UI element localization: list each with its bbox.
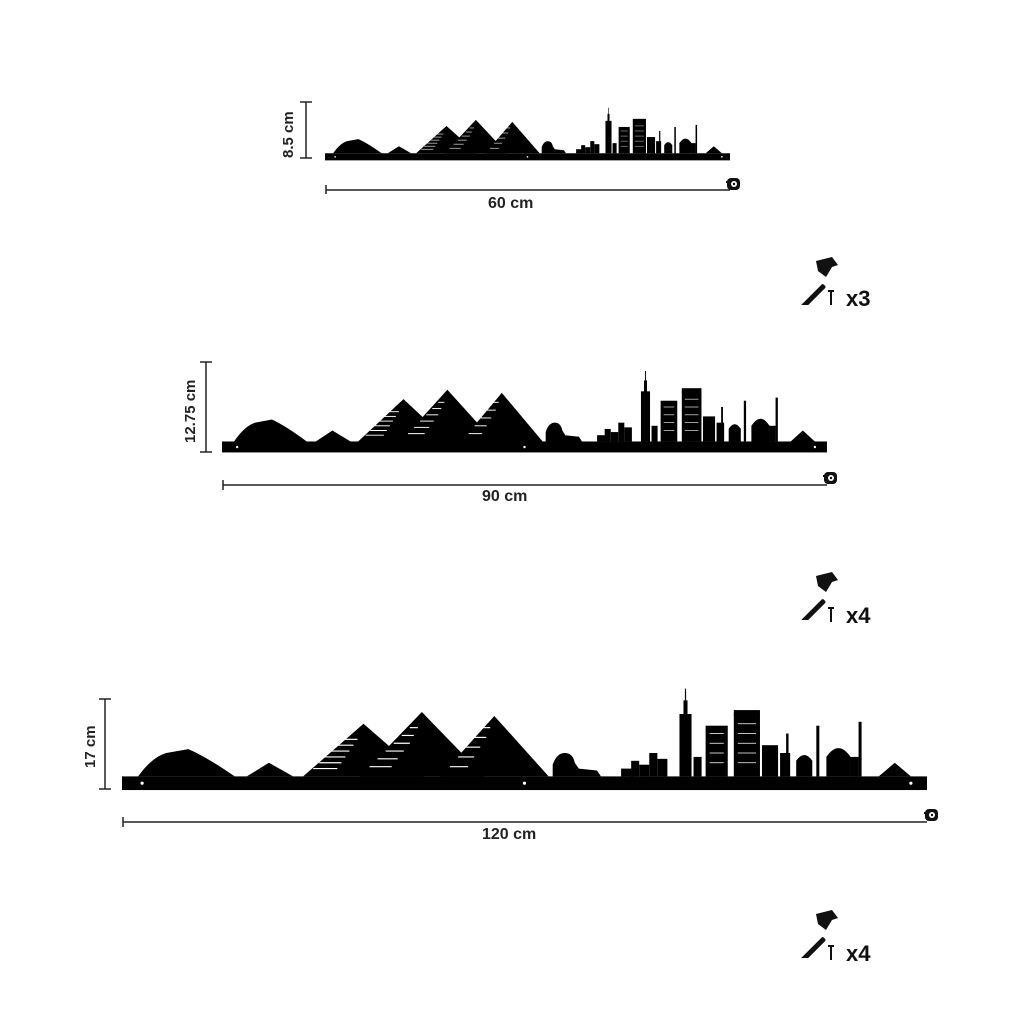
width-label: 60 cm (488, 195, 534, 212)
nail-icon (828, 945, 834, 960)
nail-count: x4 (846, 941, 871, 966)
width-dimension-line (325, 185, 730, 194)
skyline-silhouette (324, 107, 731, 161)
tape-measure-icon (823, 472, 837, 484)
width-dimension-line (122, 817, 927, 827)
width-dimension-line (222, 480, 827, 490)
skyline-silhouette (221, 370, 828, 454)
nail-icon (828, 290, 834, 305)
height-label: 17 cm (82, 725, 99, 768)
height-label: 8.5 cm (280, 111, 297, 158)
width-label: 90 cm (482, 488, 528, 505)
height-dimension-line (200, 361, 212, 453)
nail-count: x4 (846, 603, 871, 628)
tape-measure-icon (726, 178, 740, 190)
height-dimension-line (99, 698, 111, 790)
nail-count: x3 (846, 286, 871, 311)
skyline-silhouette (120, 687, 929, 792)
nail-icon (828, 607, 834, 622)
tape-measure-icon (924, 809, 938, 821)
height-label: 12.75 cm (182, 379, 199, 443)
height-dimension-line (300, 101, 312, 159)
width-label: 120 cm (482, 826, 537, 843)
